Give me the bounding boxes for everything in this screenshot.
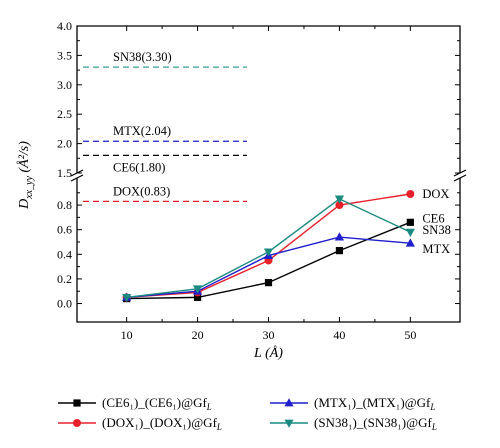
y-tick-label: 4.0 xyxy=(57,19,72,33)
y-tick-label: 1.5 xyxy=(57,166,72,180)
upper-frame xyxy=(76,25,461,173)
series-end-label: MTX xyxy=(422,242,450,256)
data-point xyxy=(334,232,345,241)
reference-lines: SN38(3.30) MTX(2.04) CE6(1.80) DOX(0.83) xyxy=(83,50,247,203)
legend-label-main: (SN38₁)_(SN38₁)@Gf xyxy=(314,415,432,430)
y-tick-label: 0.2 xyxy=(57,272,72,286)
legend-label: (SN38₁)_(SN38₁)@GfL xyxy=(314,415,437,432)
data-point xyxy=(334,195,345,204)
x-tick-label: 20 xyxy=(192,328,204,342)
upper-panel-axes: 1.5 2.0 2.5 3.0 3.5 4.0 xyxy=(57,19,467,180)
y-tick-label: 3.5 xyxy=(57,48,72,62)
y-tick-label: 3.0 xyxy=(57,78,72,92)
y-tick-label: 0.0 xyxy=(57,297,72,311)
legend-label-sub: L xyxy=(206,402,212,412)
y-tick-label: 2.5 xyxy=(57,107,72,121)
data-point xyxy=(193,293,202,301)
series-layer: CE6 DOX MTX SN38 xyxy=(122,187,451,303)
x-tick-label: 40 xyxy=(333,328,345,342)
y-axis-subscript: xx_yy xyxy=(24,175,35,199)
y-axis-title: Dxx_yy (Å²/s) xyxy=(16,141,35,210)
legend-marker xyxy=(73,399,81,407)
right-axis-break xyxy=(453,174,467,182)
series-end-label: DOX xyxy=(422,187,449,201)
data-point xyxy=(192,285,203,294)
reference-label: MTX(2.04) xyxy=(113,124,171,138)
x-axis-title-text: L (Å) xyxy=(253,345,283,361)
data-point xyxy=(405,228,415,237)
y-axis-title-text: Dxx_yy (Å²/s) xyxy=(16,141,35,210)
legend-marker xyxy=(73,419,81,427)
legend-label: (MTX₁)_(MTX₁)@GfL xyxy=(314,395,435,412)
data-point xyxy=(335,247,344,255)
y-tick-label: 2.0 xyxy=(57,137,72,151)
legend-label: (DOX₁)_(DOX₁)@GfL xyxy=(102,415,222,432)
y-tick-label: 0.8 xyxy=(57,198,72,212)
legend-label: (CE6₁)_(CE6₁)@GfL xyxy=(102,395,212,412)
y-tick-label: 0.4 xyxy=(57,247,72,261)
reference-label: DOX(0.83) xyxy=(113,184,170,198)
left-axis-break xyxy=(70,174,84,182)
series-line xyxy=(126,236,411,299)
legend: (CE6₁)_(CE6₁)@GfL (MTX₁)_(MTX₁)@GfL(DOX₁)… xyxy=(58,395,437,432)
x-tick-label: 50 xyxy=(404,328,416,342)
series-end-label: SN38 xyxy=(422,223,450,237)
x-axis-units: (Å) xyxy=(262,345,284,361)
y-tick-label: 0.6 xyxy=(57,223,72,237)
y-axis-symbol: D xyxy=(17,199,32,210)
data-point xyxy=(335,201,344,210)
data-point xyxy=(406,190,415,198)
reference-label: CE6(1.80) xyxy=(113,160,165,174)
legend-label-sub: L xyxy=(429,402,435,412)
legend-marker xyxy=(284,398,294,407)
data-point xyxy=(406,218,414,226)
x-axis-symbol: L xyxy=(253,346,262,361)
x-tick-label: 10 xyxy=(121,328,133,342)
legend-label-sub: L xyxy=(431,422,437,432)
legend-label-main: (DOX₁)_(DOX₁)@Gf xyxy=(102,415,218,430)
legend-label-sub: L xyxy=(216,422,222,432)
x-tick-label: 30 xyxy=(263,328,275,342)
data-point xyxy=(263,248,274,257)
legend-marker xyxy=(284,419,294,428)
data-point xyxy=(122,293,132,303)
lower-panel-axes: 0.0 0.2 0.4 0.6 0.8 10 20 30 40 50 xyxy=(57,174,467,342)
y-axis-units: (Å²/s) xyxy=(16,141,32,176)
reference-label: SN38(3.30) xyxy=(113,50,172,64)
data-point xyxy=(405,238,415,247)
data-point xyxy=(264,279,273,287)
x-axis-title: L (Å) xyxy=(253,345,283,361)
series-end-label: CE6 xyxy=(422,211,444,225)
legend-label-main: (CE6₁)_(CE6₁)@Gf xyxy=(102,395,207,410)
legend-label-main: (MTX₁)_(MTX₁)@Gf xyxy=(314,395,431,410)
